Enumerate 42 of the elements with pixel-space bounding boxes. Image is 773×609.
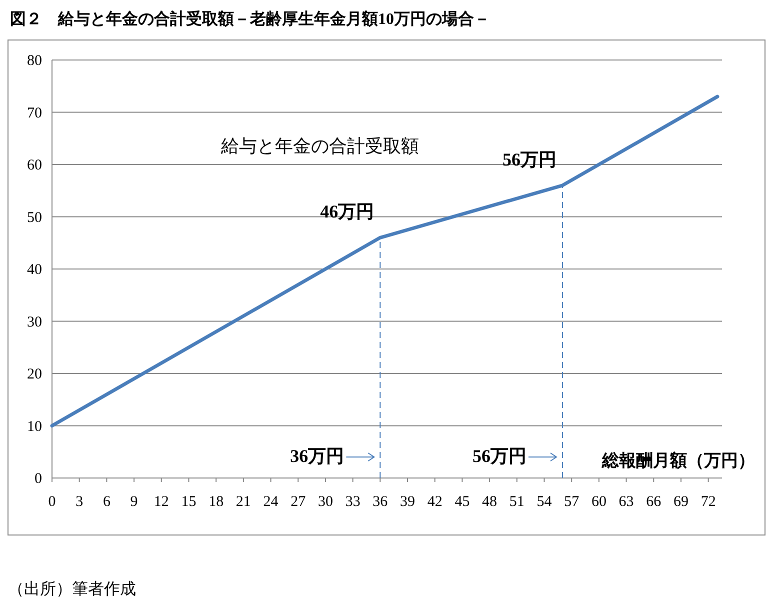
x-tick-label: 69 — [673, 494, 688, 510]
y-tick-label: 0 — [34, 471, 42, 487]
x-axis-title: 総報酬月額（万円） — [601, 451, 755, 470]
y-tick-label: 10 — [27, 418, 42, 435]
x-tick-label: 0 — [48, 494, 56, 510]
annotation: 46万円 — [320, 202, 374, 222]
x-tick-label: 6 — [102, 494, 111, 510]
x-tick-label: 54 — [536, 494, 552, 510]
x-tick-label: 57 — [564, 494, 580, 510]
y-tick-label: 40 — [27, 262, 42, 278]
x-tick-label: 3 — [76, 494, 84, 510]
y-tick-label: 20 — [27, 366, 42, 382]
x-tick-label: 27 — [290, 494, 306, 510]
chart-title: 図２ 給与と年金の合計受取額－老齢厚生年金月額10万円の場合－ — [10, 10, 490, 28]
x-tick-label: 24 — [263, 494, 279, 510]
x-tick-label: 30 — [318, 494, 333, 510]
x-tick-label: 72 — [700, 494, 716, 510]
annotation: 56万円 — [502, 149, 556, 170]
x-tick-label: 18 — [208, 494, 224, 510]
x-tick-label: 63 — [618, 494, 634, 510]
y-tick-label: 60 — [27, 158, 42, 174]
x-tick-label: 39 — [400, 494, 416, 510]
ref-line-label: 36万円 — [290, 446, 344, 466]
x-tick-label: 15 — [181, 494, 196, 510]
x-tick-label: 42 — [427, 494, 442, 510]
x-tick-label: 60 — [591, 494, 606, 510]
y-tick-label: 30 — [27, 314, 42, 330]
y-tick-label: 70 — [27, 105, 42, 122]
ref-line-label: 56万円 — [472, 446, 526, 466]
y-tick-label: 80 — [27, 53, 42, 69]
x-tick-label: 36 — [372, 494, 388, 510]
x-tick-label: 9 — [130, 494, 138, 510]
x-tick-label: 48 — [482, 494, 498, 510]
annotation: 給与と年金の合計受取額 — [220, 136, 419, 156]
text: （出所）筆者作成 — [8, 580, 136, 598]
x-tick-label: 12 — [154, 494, 169, 510]
x-tick-label: 45 — [454, 494, 470, 510]
x-tick-label: 21 — [236, 494, 251, 510]
x-tick-label: 33 — [345, 494, 360, 510]
x-tick-label: 51 — [509, 494, 524, 510]
y-tick-label: 50 — [27, 210, 42, 226]
x-tick-label: 66 — [646, 494, 662, 510]
